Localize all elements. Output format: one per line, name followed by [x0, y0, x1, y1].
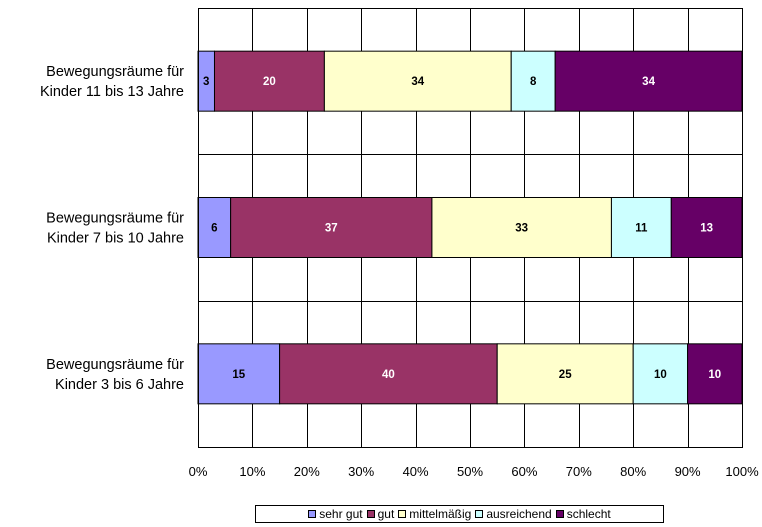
category-label: Bewegungsräume für — [46, 211, 184, 227]
bar-value-label: 11 — [635, 223, 648, 235]
bar-segment — [279, 343, 498, 405]
x-tick-label: 0% — [189, 464, 208, 479]
legend-swatch — [475, 510, 484, 518]
bar-segment — [610, 197, 672, 258]
x-tick-label: 100% — [725, 464, 759, 479]
bar-value-label: 37 — [325, 223, 338, 235]
legend-label: sehr gut — [319, 507, 363, 521]
x-tick-label: 20% — [294, 464, 320, 479]
x-tick-label: 70% — [566, 464, 592, 479]
x-tick-label: 50% — [457, 464, 483, 479]
category-label: Kinder 11 bis 13 Jahre — [40, 84, 184, 100]
bar-value-label: 13 — [700, 223, 713, 235]
bar-segment — [670, 197, 743, 258]
bar-value-label: 3 — [203, 76, 209, 88]
legend-swatch — [555, 510, 564, 518]
x-axis-tick-labels: 0% 10% 20% 30% 40% 50% 60% 70% 80% 90% 100% — [189, 464, 759, 479]
legend-label: ausreichend — [486, 507, 552, 521]
x-tick-label: 10% — [239, 464, 265, 479]
bar-value-label: 34 — [411, 76, 424, 88]
plot-area-frame — [198, 8, 743, 448]
legend: sehr gut gut mittelmäßig ausreichend schlech… — [255, 505, 664, 523]
bar-segment — [431, 197, 612, 258]
bar-value-label: 8 — [530, 76, 537, 88]
legend-item: sehr gut — [308, 507, 363, 521]
legend-swatch — [398, 510, 407, 518]
category-label: Kinder 7 bis 10 Jahre — [47, 231, 184, 247]
bar-value-label: 40 — [382, 369, 395, 381]
legend-item: ausreichend — [475, 507, 552, 521]
bar-value-label: 20 — [263, 76, 276, 88]
category-labels: Bewegungsräume für Kinder 11 bis 13 Jahre… — [40, 64, 184, 393]
bar-value-label: 25 — [559, 369, 572, 381]
bar-value-label: 15 — [232, 369, 245, 381]
x-tick-label: 80% — [620, 464, 646, 479]
bar-segment — [230, 197, 433, 258]
bar-value-label: 6 — [211, 223, 217, 235]
bar-value-label: 33 — [515, 223, 528, 235]
legend-label: mittelmäßig — [409, 507, 472, 521]
x-tick-label: 60% — [511, 464, 537, 479]
legend-item: schlecht — [555, 507, 611, 521]
legend-swatch — [366, 510, 375, 518]
bar-segment — [632, 343, 689, 405]
category-label: Bewegungsräume für — [46, 357, 184, 373]
bar-segments: 3 20 34 8 34 6 37 33 11 13 15 40 25 10 10 — [197, 50, 743, 405]
category-label: Bewegungsräume für — [46, 64, 184, 80]
x-tick-label: 40% — [403, 464, 429, 479]
legend-label: schlecht — [566, 507, 611, 521]
bar-value-label: 34 — [642, 76, 655, 88]
bar-value-label: 10 — [708, 369, 721, 381]
legend-swatch — [308, 510, 317, 518]
category-label: Kinder 3 bis 6 Jahre — [55, 377, 184, 393]
bar-value-label: 10 — [654, 369, 667, 381]
x-tick-label: 30% — [348, 464, 374, 479]
bar-segment — [496, 343, 634, 405]
x-tick-label: 90% — [675, 464, 701, 479]
legend-item: gut — [366, 507, 395, 521]
bar-segment — [687, 343, 743, 405]
legend-item: mittelmäßig — [398, 507, 471, 521]
bar-segment — [510, 50, 556, 112]
legend-label: gut — [377, 507, 395, 521]
